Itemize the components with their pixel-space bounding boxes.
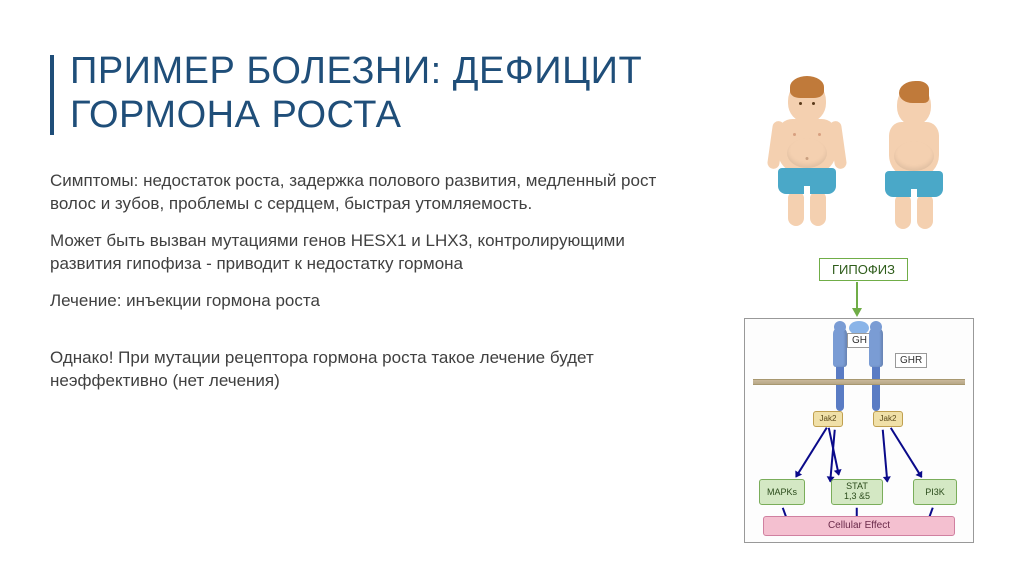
receptor-right <box>869 327 883 417</box>
slide-title: ПРИМЕР БОЛЕЗНИ: ДЕФИЦИТ ГОРМОНА РОСТА <box>70 50 770 137</box>
jak2-left: Jak2 <box>813 411 843 427</box>
signaling-diagram: GH GHR Jak2 Jak2 MAPKs STAT 1,3 &5 PI3K … <box>744 318 974 543</box>
arrow-icon <box>882 430 888 482</box>
stat-box: STAT 1,3 &5 <box>831 479 883 505</box>
cause-paragraph: Может быть вызван мутациями генов HESX1 … <box>50 230 670 276</box>
treatment-paragraph: Лечение: инъекции гормона роста <box>50 290 670 313</box>
cellular-effect-box: Cellular Effect <box>763 516 955 536</box>
jak2-right: Jak2 <box>873 411 903 427</box>
title-accent-bar <box>50 55 54 135</box>
body-text-block: Симптомы: недостаток роста, задержка пол… <box>50 170 670 407</box>
child-side-view <box>874 85 954 229</box>
figure-area: ГИПОФИЗ GH GHR Jak2 Jak2 MAPKs STAT 1,3 … <box>724 80 984 540</box>
children-illustration <box>744 80 974 245</box>
receptor-left <box>833 327 847 417</box>
arrow-icon <box>796 427 828 477</box>
membrane <box>753 379 965 385</box>
pi3k-box: PI3K <box>913 479 957 505</box>
child-front-view <box>759 80 854 226</box>
caveat-paragraph: Однако! При мутации рецептора гормона ро… <box>50 347 670 393</box>
ghr-label: GHR <box>895 353 927 368</box>
symptoms-paragraph: Симптомы: недостаток роста, задержка пол… <box>50 170 670 216</box>
gipofiz-label-box: ГИПОФИЗ <box>819 258 908 281</box>
arrow-icon <box>890 427 922 477</box>
mapk-box: MAPKs <box>759 479 805 505</box>
